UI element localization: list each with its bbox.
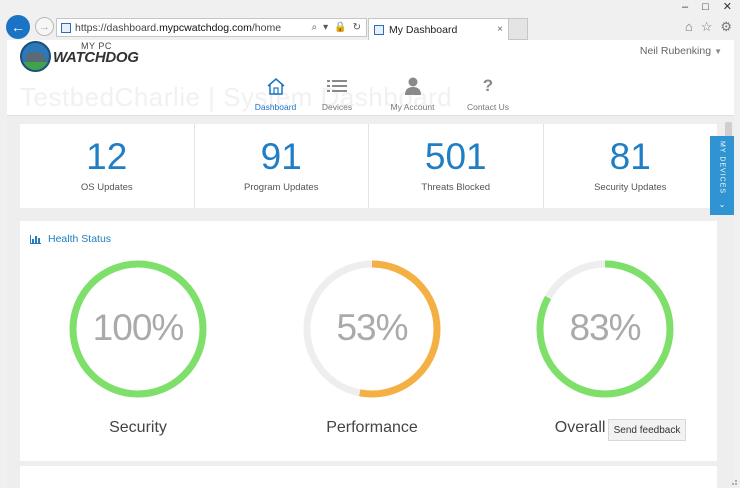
- health-status-panel: Health Status 100% Security 53% Performa…: [20, 221, 717, 461]
- browser-tab[interactable]: My Dashboard ×: [368, 18, 509, 40]
- maximize-icon[interactable]: □: [702, 1, 709, 13]
- chevron-down-icon: ⌄: [717, 200, 727, 211]
- minimize-icon[interactable]: –: [682, 1, 689, 13]
- user-icon: [402, 76, 424, 96]
- window-controls: – □ ✕: [682, 0, 732, 14]
- refresh-icon[interactable]: ↻: [352, 22, 361, 33]
- close-window-icon[interactable]: ✕: [722, 1, 732, 13]
- stat-os-updates[interactable]: 12 OS Updates: [20, 124, 195, 208]
- gauge-percent: 83%: [569, 307, 641, 348]
- dropdown-icon[interactable]: ▾: [323, 22, 329, 33]
- url-text[interactable]: https://dashboard.mypcwatchdog.com/home: [75, 21, 282, 34]
- back-button[interactable]: ←: [6, 15, 30, 39]
- page-icon: [61, 22, 71, 33]
- gauge-performance: 53% Performance: [302, 259, 442, 436]
- site-header: MY PC WATCHDOG TestbedCharlie | System D…: [7, 40, 734, 116]
- main-nav: Dashboard Devices My Account ? Contact U…: [244, 76, 520, 112]
- browser-chrome: – □ ✕ ← → https://dashboard.mypcwatchdog…: [0, 0, 740, 42]
- user-name: Neil Rubenking: [639, 45, 712, 57]
- user-menu[interactable]: Neil Rubenking ▼: [640, 45, 722, 57]
- stat-threats-blocked[interactable]: 501 Threats Blocked: [369, 124, 544, 208]
- gauge-overall-status: 83% Overall Status: [535, 259, 675, 436]
- page-viewport: MY PC WATCHDOG TestbedCharlie | System D…: [7, 40, 734, 488]
- search-icon[interactable]: ⌕: [311, 22, 318, 33]
- home-icon: [265, 76, 287, 96]
- tab-title: My Dashboard: [389, 23, 458, 36]
- gauge-security: 100% Security: [68, 259, 208, 436]
- logo-small-text: MY PC: [81, 41, 112, 51]
- nav-my-account[interactable]: My Account: [371, 76, 454, 112]
- overall-gauge-ring: [536, 260, 674, 398]
- list-icon: [326, 76, 348, 96]
- arrow-left-icon: ←: [11, 19, 25, 35]
- gauge-percent: 53%: [336, 307, 408, 348]
- stat-label: Threats Blocked: [421, 182, 491, 193]
- health-status-title: Health Status: [48, 233, 112, 245]
- nav-contact-us[interactable]: ? Contact Us: [466, 76, 510, 112]
- my-devices-label: MY DEVICES: [718, 140, 726, 195]
- home-browser-icon[interactable]: ⌂: [684, 19, 693, 34]
- settings-gear-icon[interactable]: ⚙: [720, 19, 732, 34]
- favorites-star-icon[interactable]: ☆: [700, 19, 713, 34]
- stat-value: 501: [424, 136, 487, 177]
- lock-icon[interactable]: 🔒: [334, 22, 347, 33]
- new-tab-button[interactable]: [509, 18, 528, 40]
- stat-program-updates[interactable]: 91 Program Updates: [195, 124, 369, 208]
- question-icon: ?: [482, 76, 494, 95]
- tab-close-icon[interactable]: ×: [497, 24, 503, 35]
- my-devices-tab[interactable]: MY DEVICES ⌄: [710, 136, 734, 215]
- resize-grip-icon[interactable]: [728, 476, 738, 486]
- stat-value: 81: [609, 136, 651, 177]
- logo[interactable]: MY PC WATCHDOG: [20, 40, 140, 74]
- page-title: TestbedCharlie | System Dashboard: [20, 82, 453, 112]
- stat-label: Program Updates: [244, 182, 319, 193]
- stat-label: OS Updates: [80, 182, 133, 193]
- security-gauge-ring: [69, 260, 207, 398]
- nav-dashboard[interactable]: Dashboard: [244, 76, 307, 112]
- tab-favicon-icon: [374, 24, 384, 35]
- watchdog-logo-icon: [20, 41, 51, 72]
- send-feedback-button[interactable]: Send feedback: [608, 419, 686, 441]
- health-status-header: Health Status: [30, 233, 111, 245]
- stat-label: Security Updates: [594, 182, 667, 193]
- forward-button[interactable]: →: [35, 17, 54, 36]
- stat-security-updates[interactable]: 81 Security Updates: [544, 124, 718, 208]
- logo-text: WATCHDOG: [53, 49, 139, 66]
- nav-devices[interactable]: Devices: [312, 76, 362, 112]
- stat-value: 12: [86, 136, 128, 177]
- next-panel: [20, 466, 717, 488]
- address-bar[interactable]: https://dashboard.mypcwatchdog.com/home …: [56, 18, 367, 37]
- gauge-percent: 100%: [92, 307, 185, 348]
- performance-gauge-ring: [303, 260, 441, 398]
- gauge-label: Performance: [326, 419, 418, 436]
- caret-down-icon: ▼: [714, 47, 722, 56]
- bar-chart-icon: [30, 234, 41, 244]
- gauge-label: Security: [109, 419, 167, 436]
- stats-panel: 12 OS Updates 91 Program Updates 501 Thr…: [20, 124, 717, 208]
- stat-value: 91: [260, 136, 302, 177]
- arrow-right-icon: →: [39, 20, 50, 33]
